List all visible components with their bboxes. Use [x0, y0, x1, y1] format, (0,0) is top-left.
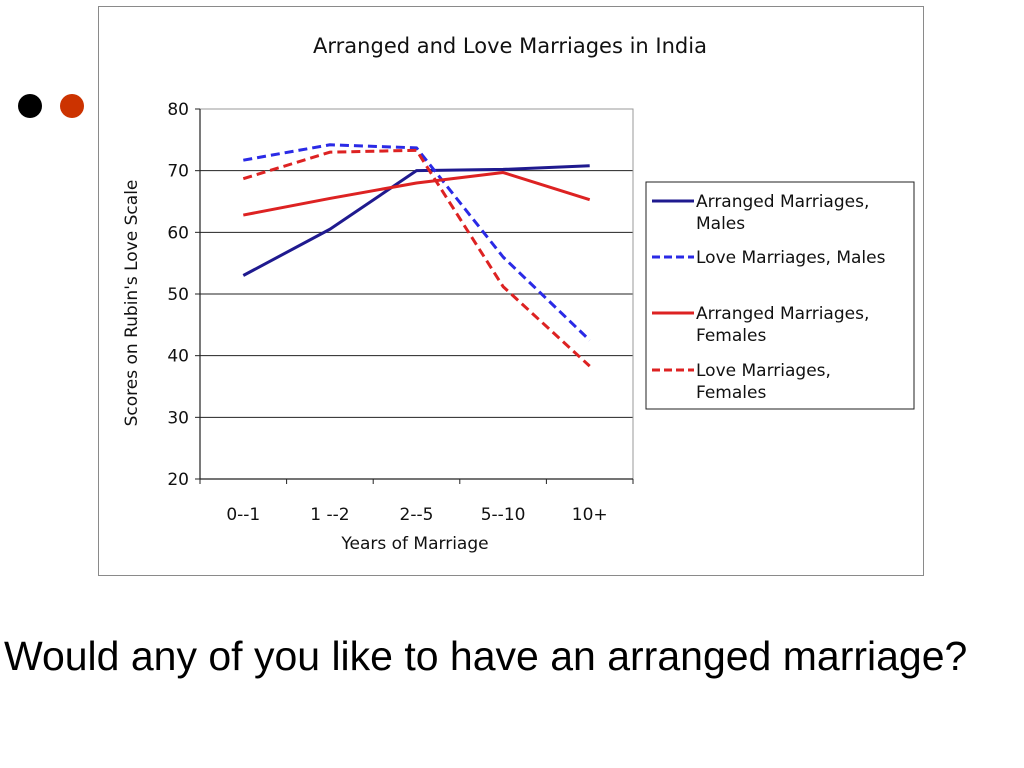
- series-line-3: [243, 171, 591, 217]
- y-tick-label: 60: [167, 223, 189, 243]
- line-chart: Arranged and Love Marriages in India 20 3…: [122, 34, 915, 554]
- y-tick-label: 70: [167, 162, 189, 182]
- legend-label: Arranged Marriages, Males: [696, 192, 869, 234]
- x-tick-label: 1 --2: [310, 505, 349, 525]
- x-tick-label: 2--5: [400, 505, 434, 525]
- series-line-2: [243, 143, 591, 342]
- series-line-1: [242, 164, 590, 277]
- chart-frame: Arranged and Love Marriages in India 20 3…: [98, 6, 924, 576]
- legend-label: Love Marriages, Females: [696, 361, 831, 403]
- y-tick-label: 20: [167, 470, 189, 490]
- y-tick-label: 40: [167, 347, 189, 367]
- y-tick-label: 50: [167, 285, 189, 305]
- question-text: Would any of you like to have an arrange…: [4, 633, 968, 679]
- legend-label-line: Males: [696, 214, 745, 234]
- axes: 20 30 40 50 60 70 80 0--1 1 --2 2--5 5--10 10+: [167, 100, 634, 525]
- legend-label-line: Females: [696, 383, 766, 403]
- x-tick-label: 5--10: [481, 505, 526, 525]
- legend-label-line: Females: [696, 326, 766, 346]
- series-line-4: [242, 148, 591, 368]
- bullet-dot-orange: [60, 94, 84, 118]
- legend-label-line: Arranged Marriages,: [696, 304, 869, 324]
- x-tick-label: 0--1: [226, 505, 260, 525]
- series-lines: [242, 143, 591, 368]
- y-tick-label: 80: [167, 100, 189, 120]
- grid-lines: [200, 170, 633, 418]
- legend-label: Love Marriages, Males: [696, 248, 886, 268]
- x-axis-label: Years of Marriage: [340, 534, 488, 554]
- chart-title: Arranged and Love Marriages in India: [313, 34, 707, 58]
- x-tick-label: 10+: [572, 505, 608, 525]
- y-axis-label: Scores on Rubin's Love Scale: [122, 180, 142, 427]
- legend-label-line: Arranged Marriages,: [696, 192, 869, 212]
- y-tick-label: 30: [167, 408, 189, 428]
- bullet-dot-black: [18, 94, 42, 118]
- legend-label: Arranged Marriages, Females: [696, 304, 869, 346]
- legend-label-line: Love Marriages,: [696, 361, 831, 381]
